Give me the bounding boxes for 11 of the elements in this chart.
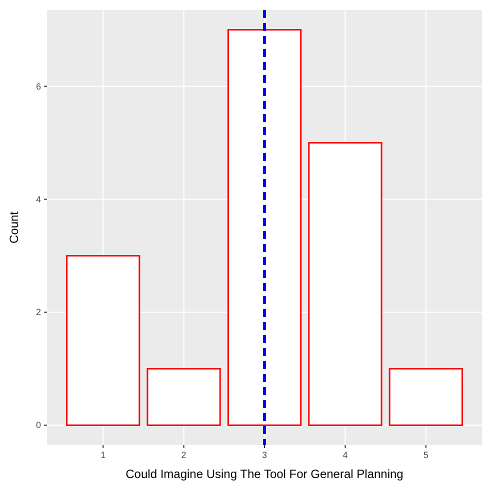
x-axis-title: Could Imagine Using The Tool For General Planning <box>126 467 404 481</box>
x-tick-label: 4 <box>342 450 348 460</box>
y-tick-label: 4 <box>36 194 41 204</box>
x-tick-label: 2 <box>181 450 186 460</box>
y-tick-label: 6 <box>36 81 41 92</box>
x-tick-label: 3 <box>262 450 268 460</box>
x-tick-label: 5 <box>423 450 428 460</box>
y-tick-label: 0 <box>36 420 41 430</box>
y-axis-title: Count <box>7 210 21 244</box>
y-tick-label: 2 <box>36 307 41 318</box>
x-tick-label: 1 <box>100 450 106 460</box>
